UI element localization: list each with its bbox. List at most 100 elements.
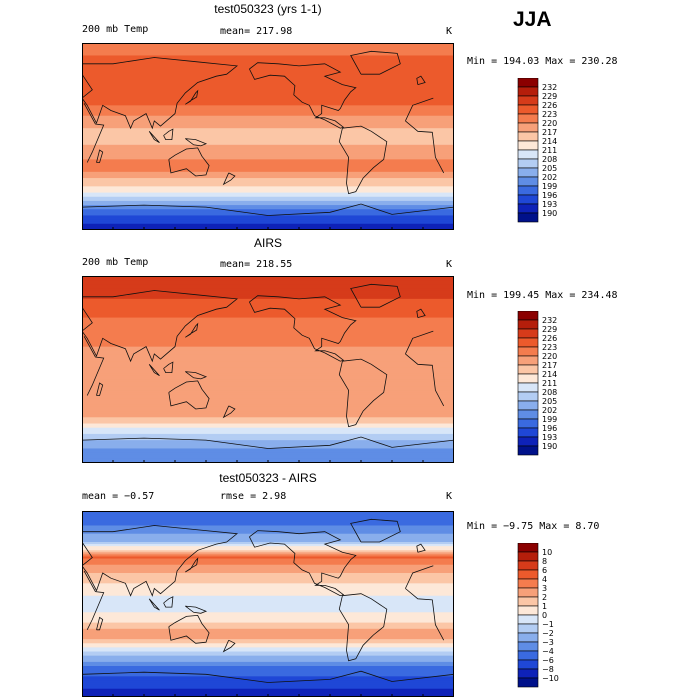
contour-band [82,570,454,574]
contour-band [82,591,454,595]
contour-band [82,90,454,94]
coastline [148,598,160,611]
contour-band [82,398,454,402]
contour-band [82,593,454,597]
contour-band [82,676,454,679]
contour-band [82,630,454,634]
contour-band [82,134,454,138]
contour-band [82,344,454,348]
contour-band [82,537,454,541]
colorbar-label: 190 [542,209,557,218]
contour-band [82,556,454,560]
contour-band [82,334,454,337]
colorbar-label: 205 [542,164,557,173]
contour-band [82,278,454,281]
contour-band [82,682,454,686]
colorbar-box [517,418,539,429]
contour-band [82,525,454,529]
coastline [148,364,160,377]
contour-band [82,205,454,208]
contour-band [82,400,454,404]
contour-band [82,579,454,582]
contour-band [82,192,454,196]
contour-band [82,169,454,173]
contour-band [82,610,454,613]
colorbar-box [517,86,539,97]
contour-band [82,86,454,90]
panel-2-mean-label: mean= 218.55 [220,259,293,270]
contour-band [82,338,454,342]
panel-1-unit-label: K [446,26,453,37]
contour-band [82,298,454,302]
contour-band [82,373,454,377]
coastline [168,614,210,644]
contour-band [82,146,454,150]
contour-band [82,635,454,638]
panel-3-unit-label: K [446,491,453,502]
contour-band [82,614,454,617]
contour-band [82,442,454,445]
panel-1-mean-label: mean= 217.98 [220,26,293,37]
contour-band [82,552,454,555]
contour-band [82,684,454,688]
colorbar-label: 10 [542,548,552,557]
coastline [416,75,426,85]
contour-band [82,178,454,181]
colorbar-label: 229 [542,92,557,101]
map-ticks [82,460,454,463]
contour-band [82,138,454,142]
contour-band [82,336,454,339]
coastline [350,50,401,75]
contour-band [82,369,454,373]
contour-band [82,454,454,458]
coastline [249,62,357,129]
colorbar-label: 0 [542,611,547,620]
colorbar-box [517,632,539,643]
contour-band [82,163,454,167]
coastline [82,436,454,449]
contour-band [82,415,454,418]
contour-band [82,128,454,131]
colorbar-label: 2 [542,593,547,602]
contour-band [82,78,454,81]
contour-band [82,564,454,568]
contour-band [82,624,454,628]
coastline [416,308,426,318]
contour-band [82,82,454,86]
colorbar-box [517,122,539,133]
contour-band [82,148,454,152]
contour-band [82,57,454,61]
contour-band [82,651,454,655]
colorbar-box [517,436,539,447]
coastline [163,596,174,608]
contour-band [82,309,454,312]
contour-band [82,105,454,109]
colorbar-label: 211 [542,379,557,388]
colorbar-label: 4 [542,575,547,584]
contour-band [82,396,454,400]
colorbar-box [517,659,539,670]
panel-3-rmse-label: rmse = 2.98 [220,491,287,502]
contour-band [82,175,454,179]
contour-band [82,321,454,325]
colorbar-box [517,149,539,160]
coastline [350,518,401,543]
contour-band [82,352,454,356]
panel-3-map [82,511,454,697]
colorbar-label: 214 [542,370,557,379]
contour-band [82,276,454,279]
contour-band [82,88,454,92]
contour-band [82,280,454,283]
coastline [185,322,199,338]
contour-band [82,159,454,163]
contour-band [82,190,454,194]
contour-band [82,653,454,657]
coastline [222,405,236,419]
contour-band [82,375,454,379]
contour-band [82,560,454,564]
contour-band [82,51,454,54]
contour-band [82,643,454,646]
contour-band [82,53,454,57]
contour-band [82,632,454,636]
contour-band [82,513,454,516]
